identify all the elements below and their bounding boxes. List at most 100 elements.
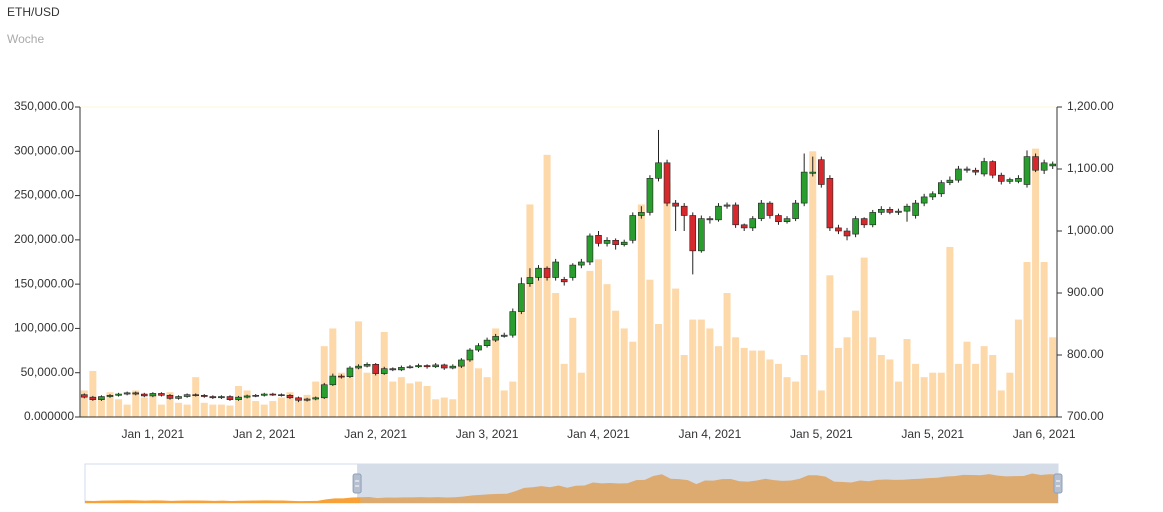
candle-body [655, 162, 662, 179]
x-tick-label: Jan 4, 2021 [567, 427, 630, 441]
volume-bar [243, 390, 251, 417]
candle-body [603, 240, 611, 244]
volume-bar [1023, 262, 1031, 417]
volume-bar [346, 377, 354, 417]
candle-body [980, 161, 988, 175]
candle-body [440, 364, 448, 369]
volume-bar [997, 390, 1005, 417]
candle-body [1015, 178, 1022, 182]
y2-tick-label: 800.00 [1067, 347, 1104, 361]
candle-body [1032, 156, 1039, 171]
candle-body [483, 339, 491, 346]
candle-body [260, 393, 268, 396]
candle-body [312, 397, 319, 400]
candle-body [972, 169, 979, 173]
volume-bar [389, 381, 397, 417]
volume-bar [569, 317, 577, 417]
volume-bar [252, 401, 260, 417]
candle-body [1040, 162, 1048, 171]
candle-body [106, 394, 114, 397]
candle-body [920, 196, 928, 204]
volume-bar [526, 204, 534, 417]
volume-bar [1032, 148, 1040, 417]
volume-bar [912, 363, 920, 417]
candle-body [355, 365, 362, 369]
candle-body [278, 394, 285, 396]
volume-bar [869, 337, 877, 417]
volume-bar [886, 359, 894, 417]
volume-bar [732, 337, 740, 417]
volume-bar [106, 392, 114, 417]
candle-body [406, 366, 414, 369]
volume-bar [654, 324, 663, 417]
x-tick-label: Jan 1, 2021 [121, 427, 184, 441]
volume-bar [972, 363, 980, 417]
zoom-handle[interactable] [352, 473, 362, 494]
volume-bar [1040, 262, 1048, 417]
volume-bar [620, 328, 628, 417]
candle-body [449, 365, 457, 369]
data-zoom[interactable] [84, 463, 1063, 504]
zoom-area [360, 473, 1059, 503]
volume-bar [277, 397, 285, 417]
volume-bar [680, 355, 688, 417]
volume-bar [329, 328, 337, 417]
volume-bar [860, 257, 868, 417]
volume-bar [929, 372, 937, 417]
candle-body [140, 393, 148, 397]
y-tick-label: 350,000.00 [14, 99, 74, 113]
zoom-handle-grip [1053, 473, 1063, 494]
candle-body [535, 267, 542, 278]
candle-body [672, 202, 679, 207]
candle-body [398, 367, 405, 371]
x-tick-label: Jan 3, 2021 [456, 427, 519, 441]
volume-bar [483, 377, 491, 417]
volume-bar [552, 293, 560, 417]
volume-bar [629, 341, 637, 417]
volume-bar [809, 151, 817, 418]
volume-bar [946, 246, 954, 417]
candle-body [518, 283, 525, 312]
volume-bar [217, 404, 225, 417]
zoom-handle[interactable] [1053, 473, 1063, 494]
candle-body [809, 171, 817, 174]
volume-bar [817, 390, 825, 417]
volume-bar [937, 372, 945, 417]
volume-bar [492, 328, 500, 417]
candle-body [740, 224, 748, 229]
volume-bar [363, 372, 371, 417]
y-tick-label: 300,000.00 [14, 143, 74, 157]
candle-body [715, 205, 722, 221]
candle-body [183, 394, 191, 397]
candle-body [775, 215, 782, 222]
candle-body [380, 368, 388, 374]
candle-body [732, 204, 739, 226]
candle-body [1006, 179, 1014, 182]
candle-body [389, 368, 397, 371]
candle-body [783, 218, 791, 223]
y2-tick-label: 1,200.00 [1067, 99, 1114, 113]
candle-body [492, 336, 499, 341]
volume-bar [800, 355, 808, 417]
candle-body [458, 359, 465, 367]
volume-bar [594, 259, 603, 417]
candle-body [303, 398, 311, 401]
volume-bar [140, 397, 148, 417]
volume-bar [834, 347, 842, 417]
volume-bar [235, 386, 243, 417]
candle-body [758, 202, 765, 219]
candle-body [192, 394, 199, 396]
candle-body [903, 205, 911, 212]
volume-bar [963, 341, 971, 417]
x-tick-label: Jan 5, 2021 [901, 427, 964, 441]
volume-bar [286, 392, 294, 417]
volume-bar [149, 394, 157, 417]
volume-bar [894, 381, 902, 417]
candle-body [929, 193, 937, 198]
volume-bar [157, 404, 165, 417]
candle-body [1023, 156, 1031, 185]
candle-body [749, 218, 757, 229]
candle-body [89, 396, 97, 400]
candle-body [946, 179, 954, 183]
volume-bar [637, 204, 645, 417]
